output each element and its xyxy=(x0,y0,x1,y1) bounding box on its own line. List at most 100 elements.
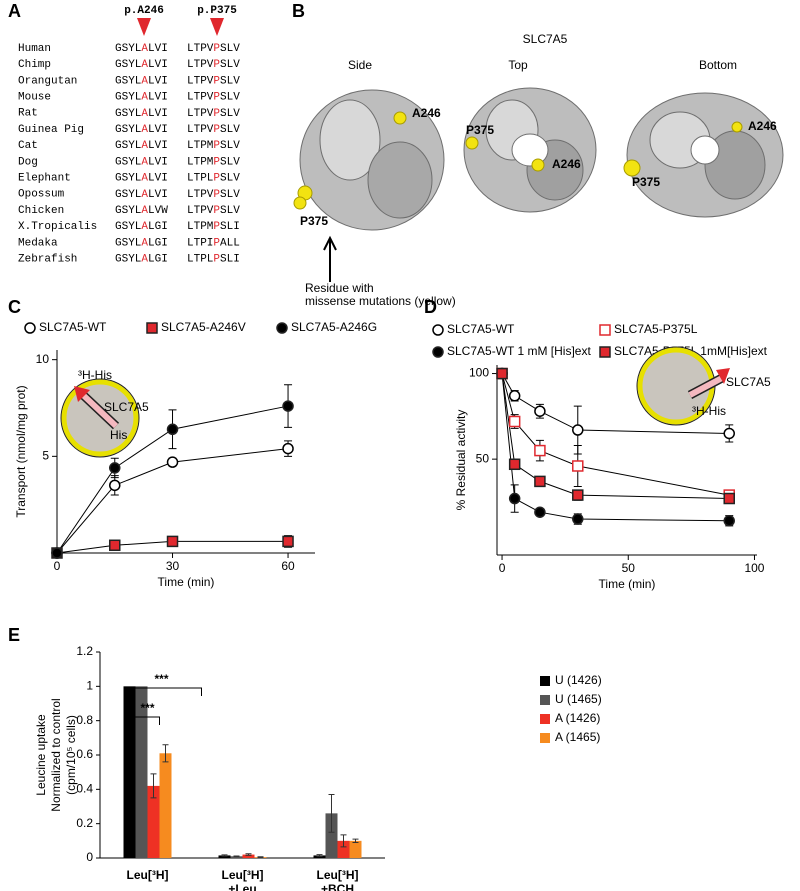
bar xyxy=(337,840,350,858)
view-label: Bottom xyxy=(699,58,737,72)
residue: P xyxy=(213,124,220,136)
error-bar xyxy=(328,793,335,833)
legend-label: A (1426) xyxy=(555,711,600,725)
residue: GSYL xyxy=(115,92,141,104)
legend-label: SLC7A5-WT 1 mM [His]ext xyxy=(447,344,591,358)
view-label: Side xyxy=(348,58,372,72)
sequence: GSYLALVI xyxy=(115,43,168,55)
species-name: Zebrafish xyxy=(18,254,77,266)
sequence: LTPVPSLV xyxy=(187,189,240,201)
residue: LTPM xyxy=(187,140,213,152)
significance-label: *** xyxy=(140,701,154,715)
y-tick-label: 1 xyxy=(86,679,93,693)
legend-label: SLC7A5-A246V xyxy=(161,320,246,334)
residue: A xyxy=(141,254,148,266)
sequence: GSYLALGI xyxy=(115,254,168,266)
species-name: Chimp xyxy=(18,59,51,71)
legend-label: A (1465) xyxy=(555,730,600,744)
y-tick-label: 0.8 xyxy=(76,713,93,727)
view-label: Top xyxy=(508,58,528,72)
sequence: GSYLALGI xyxy=(115,237,168,249)
y-tick-label: 0.2 xyxy=(76,816,93,830)
data-point xyxy=(282,442,294,455)
inset-label: ³H-His xyxy=(78,368,112,382)
residue: LVI xyxy=(148,189,168,201)
residue: LTPV xyxy=(187,43,214,55)
legend-marker xyxy=(599,346,611,358)
error-bar xyxy=(257,856,264,858)
data-point xyxy=(166,456,179,468)
legend-marker xyxy=(24,322,36,334)
residue: SLV xyxy=(220,92,240,104)
residue: SLV xyxy=(220,156,240,168)
x-axis-label: Time (min) xyxy=(599,577,656,591)
residue: GSYL xyxy=(115,59,141,71)
species-name: Orangutan xyxy=(18,75,77,87)
error-bar xyxy=(245,853,252,856)
residue: SLV xyxy=(220,108,240,120)
legend-marker xyxy=(146,322,158,334)
series-line xyxy=(56,405,289,554)
x-tick-label: +BCH xyxy=(321,882,354,891)
legend-label: SLC7A5-P375L xyxy=(614,322,698,336)
residue: A xyxy=(141,156,148,168)
data-point xyxy=(572,489,584,501)
sequence: LTPLPSLI xyxy=(187,254,240,266)
residue: A xyxy=(141,124,148,136)
annotation: Residue with xyxy=(305,281,374,295)
sequence: GSYLALVI xyxy=(115,59,168,71)
error-bar xyxy=(352,838,359,844)
sequence: LTPMPSLV xyxy=(187,156,240,168)
legend-swatch xyxy=(540,733,550,743)
sequence: GSYLALVI xyxy=(115,156,168,168)
residue-label: P375 xyxy=(300,214,328,228)
mutation-label: p.A246 xyxy=(124,5,164,17)
bar xyxy=(349,840,362,858)
legend-swatch xyxy=(540,714,550,724)
bar xyxy=(123,686,136,858)
y-tick-label: 10 xyxy=(36,352,50,366)
series-line xyxy=(56,540,289,554)
y-tick-label: 5 xyxy=(42,449,49,463)
bar xyxy=(325,813,338,858)
y-tick-label: 100 xyxy=(469,366,489,380)
sequence: GSYLALVI xyxy=(115,108,168,120)
y-axis-label: % Residual activity xyxy=(454,410,468,511)
bar xyxy=(147,785,160,858)
residue: P xyxy=(213,205,220,217)
bar xyxy=(159,753,172,858)
residue: SLV xyxy=(220,59,240,71)
residue: LVI xyxy=(148,43,168,55)
data-point xyxy=(534,475,546,488)
sequence: LTPLPSLV xyxy=(187,173,240,185)
structure-title: SLC7A5 xyxy=(523,32,568,46)
residue: LGI xyxy=(148,221,168,233)
panel-label: A xyxy=(8,1,21,21)
sequence: LTPVPSLV xyxy=(187,108,240,120)
x-tick-label: Leu[³H] xyxy=(127,868,169,882)
residue: LVI xyxy=(148,173,168,185)
sequence: GSYLALGI xyxy=(115,221,168,233)
residue: LTPV xyxy=(187,59,214,71)
panel-label: B xyxy=(292,1,305,21)
data-point xyxy=(572,424,584,436)
residue: A xyxy=(141,205,148,217)
x-tick-label: 0 xyxy=(499,561,506,575)
error-bar xyxy=(162,744,169,763)
data-point xyxy=(166,535,179,548)
inset-label: His xyxy=(110,428,127,442)
data-point xyxy=(282,400,294,412)
data-point xyxy=(282,535,294,548)
mutation-arrow xyxy=(210,18,224,36)
sequence: GSYLALVI xyxy=(115,75,168,87)
error-bar xyxy=(233,855,240,858)
y-tick-label: 50 xyxy=(476,451,490,465)
protein-structure xyxy=(299,87,784,231)
sequence: GSYLALVI xyxy=(115,140,168,152)
species-name: Cat xyxy=(18,140,38,152)
residue: LTPV xyxy=(187,189,214,201)
residue: SLV xyxy=(220,124,240,136)
residue: SLV xyxy=(220,205,240,217)
residue: P xyxy=(213,59,220,71)
